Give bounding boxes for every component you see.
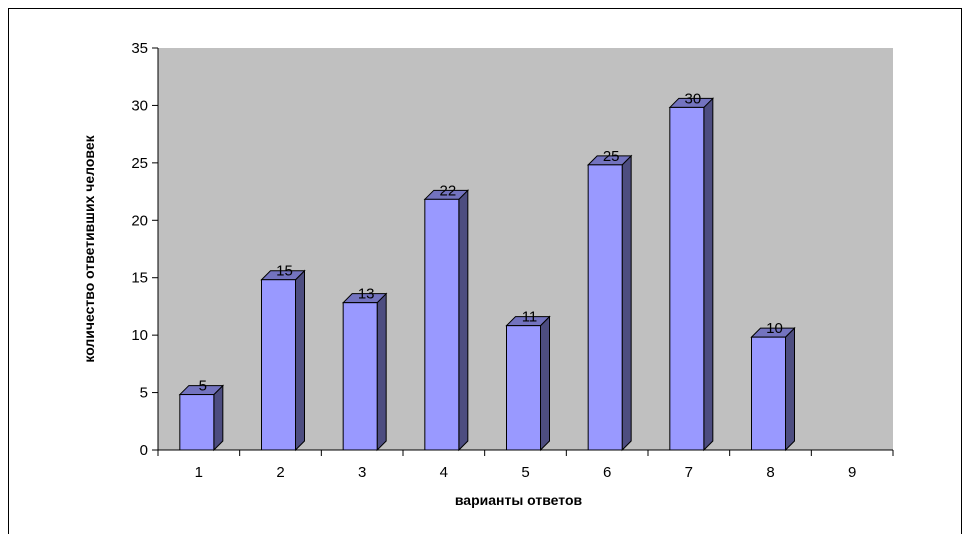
x-axis-title: варианты ответов (455, 492, 583, 508)
bar (586, 154, 633, 452)
bar-front (587, 164, 623, 451)
bar-front (342, 302, 378, 451)
x-tick-label: 4 (440, 464, 448, 481)
x-tick-label: 1 (195, 464, 203, 481)
y-tick-label: 35 (131, 40, 148, 57)
data-label: 5 (199, 378, 207, 395)
y-tick-label: 30 (131, 97, 148, 114)
y-axis: 0 5 10 15 20 25 30 35 (131, 40, 159, 459)
data-label: 10 (766, 320, 783, 337)
x-tick-label: 5 (521, 464, 529, 481)
y-tick-label: 10 (131, 327, 148, 344)
bar (423, 189, 470, 452)
bar-front (261, 279, 296, 451)
bar-side (703, 97, 714, 452)
x-axis: 1 2 3 4 5 6 7 8 9 (157, 449, 894, 481)
bar-side (295, 269, 305, 452)
data-label: 11 (522, 309, 538, 326)
y-tick-label: 25 (131, 155, 148, 172)
bar-side (376, 292, 387, 452)
data-label: 25 (603, 148, 620, 165)
bar-side (213, 384, 224, 452)
y-tick-label: 20 (131, 212, 148, 229)
bar-side (458, 189, 469, 452)
data-label: 15 (276, 263, 293, 280)
bar-side (621, 154, 632, 452)
chart-frame (8, 8, 962, 534)
y-tick-label: 0 (140, 442, 148, 459)
x-tick-label: 9 (848, 464, 856, 481)
bar (341, 292, 388, 452)
bars (178, 97, 796, 452)
x-tick-label: 8 (766, 464, 774, 481)
bar (178, 384, 225, 452)
bar-front (179, 394, 215, 451)
bar (750, 326, 796, 452)
data-label: 30 (684, 90, 701, 107)
data-label: 13 (358, 286, 375, 303)
bar (260, 269, 306, 452)
bar-side (540, 315, 550, 452)
x-tick-label: 2 (276, 464, 284, 481)
bar (668, 97, 715, 452)
data-labels: 5 15 13 22 11 25 30 10 (199, 90, 783, 394)
bar-front (669, 106, 705, 451)
data-label: 22 (439, 182, 456, 199)
x-tick-label: 3 (358, 464, 366, 481)
bar (505, 315, 551, 452)
bar-front (506, 325, 541, 451)
x-tick-label: 6 (603, 464, 611, 481)
x-tick-label: 7 (685, 464, 693, 481)
bar-side (785, 326, 795, 452)
y-tick-label: 15 (131, 270, 148, 287)
y-tick-label: 5 (140, 385, 148, 402)
bar-front (751, 336, 786, 451)
y-axis-title: количество ответивших человек (81, 134, 97, 362)
bar-front (424, 198, 460, 451)
